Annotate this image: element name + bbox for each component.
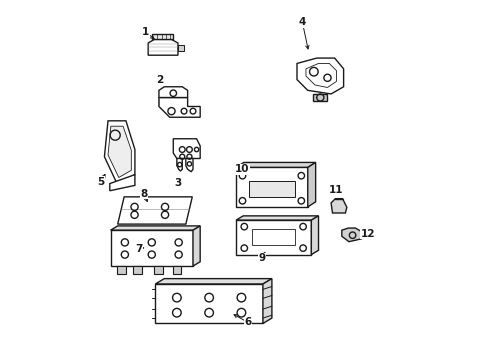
Polygon shape (297, 58, 343, 94)
Polygon shape (111, 226, 200, 230)
Polygon shape (104, 121, 135, 184)
Polygon shape (236, 216, 318, 220)
Polygon shape (173, 139, 200, 158)
Text: 4: 4 (299, 17, 306, 27)
Polygon shape (178, 45, 184, 51)
Text: 3: 3 (174, 178, 181, 188)
Polygon shape (108, 126, 131, 177)
Text: 1: 1 (142, 27, 149, 37)
Text: 12: 12 (360, 229, 375, 239)
Polygon shape (177, 158, 182, 171)
Polygon shape (236, 167, 308, 207)
Polygon shape (118, 197, 192, 224)
Text: 6: 6 (244, 318, 251, 327)
Polygon shape (111, 230, 193, 266)
Polygon shape (159, 98, 200, 117)
Text: 11: 11 (328, 185, 343, 195)
Text: 10: 10 (235, 164, 249, 174)
Polygon shape (155, 284, 263, 323)
Polygon shape (311, 216, 318, 255)
Polygon shape (193, 226, 200, 266)
Polygon shape (236, 220, 311, 255)
Text: 7: 7 (136, 244, 143, 254)
Polygon shape (342, 228, 362, 242)
Text: 9: 9 (259, 253, 266, 263)
Text: 5: 5 (97, 177, 104, 187)
Polygon shape (263, 279, 272, 323)
Polygon shape (186, 158, 193, 172)
Polygon shape (154, 266, 163, 274)
Polygon shape (155, 279, 272, 284)
Polygon shape (110, 175, 135, 191)
Polygon shape (152, 34, 173, 40)
Polygon shape (308, 162, 316, 207)
Text: 8: 8 (140, 189, 147, 199)
Polygon shape (148, 40, 178, 55)
Polygon shape (313, 94, 327, 101)
Text: 2: 2 (156, 75, 163, 85)
Polygon shape (331, 199, 347, 213)
Polygon shape (159, 87, 188, 98)
Polygon shape (236, 162, 316, 167)
Polygon shape (248, 181, 295, 197)
Polygon shape (172, 266, 181, 274)
Polygon shape (117, 266, 125, 274)
Polygon shape (133, 266, 142, 274)
